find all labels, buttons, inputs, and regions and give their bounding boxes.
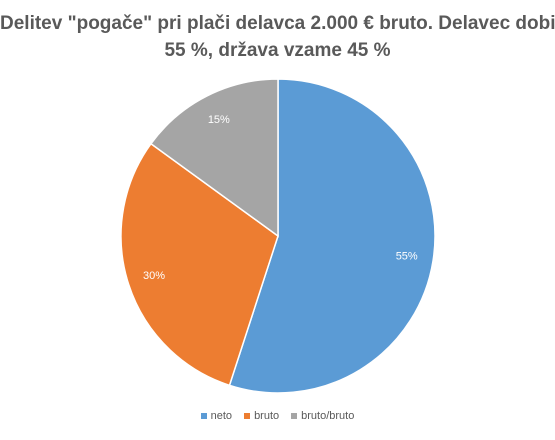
legend-item-neto: neto [200, 410, 233, 422]
pie-slice-bruto-bruto [149, 78, 279, 238]
data-label-neto: 55% [396, 250, 418, 262]
legend-label-bruto: bruto [254, 410, 280, 422]
legend-item-bruto: bruto [244, 410, 279, 422]
legend-item-bruto-bruto: bruto/bruto [291, 410, 354, 422]
legend-label-neto: neto [210, 410, 233, 422]
legend-swatch-bruto [244, 413, 251, 419]
chart-title-line-1: Delitev "pogače" pri plači delavca 2.000… [0, 13, 555, 34]
data-label-bruto-bruto: 15% [208, 114, 230, 126]
chart-title: Delitev "pogače" pri plači delavca 2.000… [0, 10, 555, 64]
legend-swatch-bruto-bruto [291, 413, 298, 419]
chart-title-line-2: 55 %, država vzame 45 % [164, 40, 391, 61]
pie-slice-bruto [120, 142, 279, 387]
legend: neto bruto bruto/bruto [0, 410, 555, 422]
pie-slice-neto [228, 78, 436, 394]
data-label-bruto: 30% [143, 270, 165, 282]
legend-label-bruto-bruto: bruto/bruto [301, 410, 355, 422]
legend-swatch-neto [200, 413, 207, 419]
